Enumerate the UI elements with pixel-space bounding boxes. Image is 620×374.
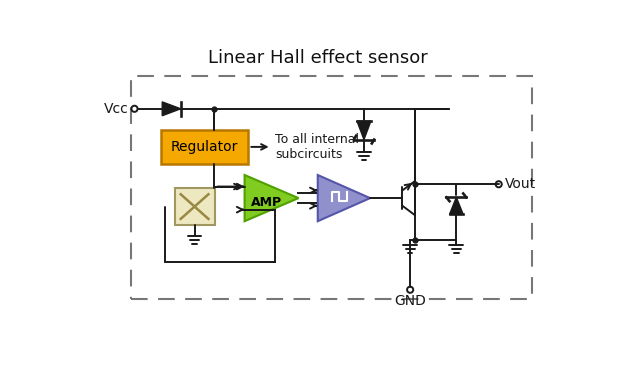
Polygon shape bbox=[317, 175, 370, 221]
Text: GND: GND bbox=[394, 294, 426, 307]
FancyBboxPatch shape bbox=[161, 129, 249, 164]
FancyBboxPatch shape bbox=[175, 188, 215, 225]
Polygon shape bbox=[245, 175, 298, 221]
Text: Linear Hall effect sensor: Linear Hall effect sensor bbox=[208, 49, 428, 67]
Text: Regulator: Regulator bbox=[171, 140, 238, 154]
Polygon shape bbox=[162, 102, 180, 116]
Text: Vcc: Vcc bbox=[104, 102, 128, 116]
Text: AMP: AMP bbox=[250, 196, 281, 209]
Text: To all internal
subcircuits: To all internal subcircuits bbox=[275, 133, 360, 161]
Text: Vout: Vout bbox=[505, 177, 536, 191]
Polygon shape bbox=[450, 197, 463, 214]
Polygon shape bbox=[357, 121, 371, 140]
